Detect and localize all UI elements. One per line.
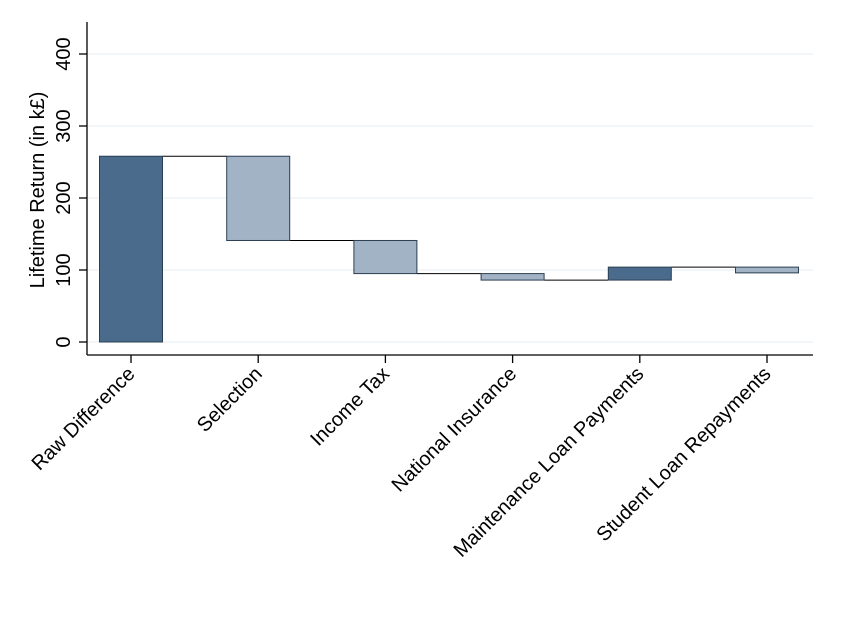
bars — [99, 155, 799, 343]
x-tick-label: Income Tax — [306, 363, 394, 451]
y-axis-title: Lifetime Return (in k£) — [27, 92, 49, 289]
connector-lines — [162, 155, 736, 281]
x-tick-label: National Insurance — [388, 363, 521, 496]
waterfall-bar — [226, 155, 291, 241]
y-tick-label: 300 — [53, 109, 75, 142]
y-tick-label: 200 — [53, 181, 75, 214]
waterfall-bar — [99, 155, 163, 343]
waterfall-bar — [480, 273, 545, 281]
y-tick-label: 0 — [53, 336, 75, 347]
grid-lines — [88, 53, 813, 343]
x-tick-label: Selection — [193, 363, 267, 437]
waterfall-bar — [735, 266, 799, 274]
y-tick-label: 100 — [53, 253, 75, 286]
waterfall-bar — [607, 266, 672, 281]
waterfall-bar — [353, 239, 418, 275]
x-tick-label: Raw Difference — [28, 363, 140, 475]
y-tick-label: 400 — [53, 37, 75, 70]
